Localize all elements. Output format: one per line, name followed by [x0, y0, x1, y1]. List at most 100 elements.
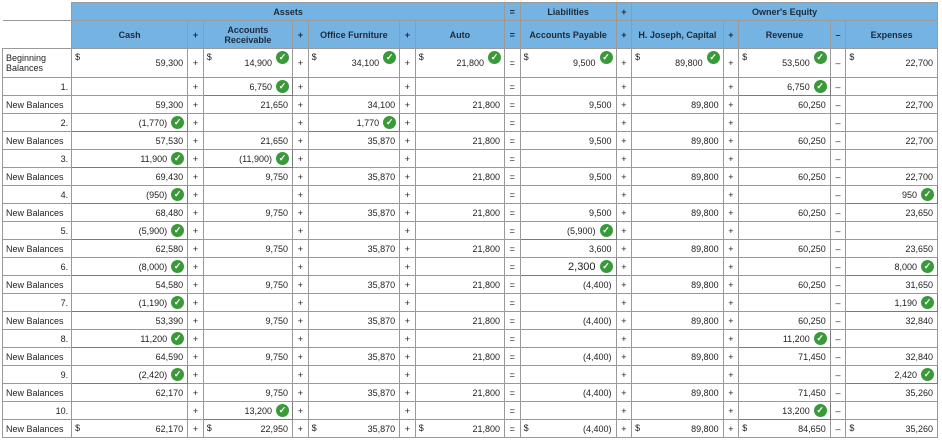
- accounts-payable-cell[interactable]: [519, 365, 617, 384]
- accounts-receivable-cell[interactable]: $14,900 ✓: [202, 48, 294, 78]
- plus-operator: +: [399, 221, 416, 240]
- cash-cell[interactable]: 11,200 ✓: [71, 329, 189, 348]
- office-furniture-cell[interactable]: [307, 257, 401, 276]
- expenses-cell[interactable]: 8,000 ✓: [845, 257, 938, 276]
- capital-cell[interactable]: [631, 365, 724, 384]
- plus-operator: +: [615, 113, 633, 132]
- cash-cell[interactable]: 11,900 ✓: [71, 149, 189, 168]
- plus-operator: +: [399, 311, 416, 330]
- office-furniture-cell[interactable]: [307, 149, 401, 168]
- capital-cell[interactable]: [631, 149, 724, 168]
- cash-cell[interactable]: (1,770) ✓: [71, 113, 189, 132]
- cash-cell[interactable]: (5,900) ✓: [71, 221, 189, 240]
- office-furniture-cell[interactable]: [307, 221, 401, 240]
- office-furniture-cell[interactable]: [307, 401, 401, 420]
- auto-cell[interactable]: [414, 149, 506, 168]
- revenue-cell[interactable]: [738, 113, 831, 132]
- capital-cell[interactable]: [631, 293, 724, 312]
- office-furniture-cell[interactable]: [307, 365, 401, 384]
- office-furniture-cell[interactable]: [307, 329, 401, 348]
- cash-cell[interactable]: (1,190) ✓: [71, 293, 189, 312]
- revenue-cell[interactable]: 13,200 ✓: [738, 401, 831, 420]
- cash-cell[interactable]: (8,000) ✓: [71, 257, 189, 276]
- capital-cell[interactable]: [631, 257, 724, 276]
- accounts-receivable-cell[interactable]: 13,200 ✓: [202, 401, 294, 420]
- office-furniture-cell[interactable]: $34,100 ✓: [307, 48, 401, 78]
- accounts-receivable-cell[interactable]: [202, 257, 294, 276]
- cash-cell[interactable]: [71, 77, 189, 96]
- accounts-receivable-cell[interactable]: [202, 221, 294, 240]
- accounts-receivable-cell[interactable]: [202, 113, 294, 132]
- expenses-cell[interactable]: [845, 329, 938, 348]
- accounts-payable-cell[interactable]: [519, 113, 617, 132]
- row-label: 2.: [1, 113, 73, 132]
- accounts-receivable-cell[interactable]: [202, 365, 294, 384]
- auto-cell[interactable]: [414, 113, 506, 132]
- accounts-payable-cell[interactable]: (5,900) ✓: [519, 221, 617, 240]
- capital-cell[interactable]: [631, 185, 724, 204]
- capital-cell[interactable]: $89,800 ✓: [631, 48, 724, 78]
- cash-value: (5,900): [138, 225, 168, 236]
- auto-cell[interactable]: [414, 293, 506, 312]
- accounts-payable-cell[interactable]: [519, 401, 617, 420]
- capital-cell[interactable]: [631, 329, 724, 348]
- capital-cell[interactable]: [631, 401, 724, 420]
- cash-cell[interactable]: $59,300: [71, 48, 189, 78]
- revenue-cell[interactable]: [738, 185, 831, 204]
- office-furniture-cell[interactable]: 1,770 ✓: [307, 113, 401, 132]
- plus-operator: +: [722, 221, 740, 240]
- capital-cell[interactable]: [631, 221, 724, 240]
- accounts-payable-cell[interactable]: $9,500 ✓: [519, 48, 617, 78]
- office-furniture-cell[interactable]: [307, 77, 401, 96]
- accounts-receivable-cell[interactable]: [202, 293, 294, 312]
- office-furniture-value: 35,870: [367, 279, 396, 290]
- expenses-cell[interactable]: 950 ✓: [845, 185, 938, 204]
- expenses-cell[interactable]: 1,190 ✓: [845, 293, 938, 312]
- revenue-cell[interactable]: [738, 257, 831, 276]
- revenue-cell[interactable]: [738, 365, 831, 384]
- accounts-receivable-cell[interactable]: 6,750 ✓: [202, 77, 294, 96]
- expenses-cell[interactable]: [845, 221, 938, 240]
- accounts-payable-cell[interactable]: 2,300 ✓: [519, 257, 617, 276]
- accounts-payable-cell[interactable]: [519, 185, 617, 204]
- accounts-receivable-cell[interactable]: [202, 185, 294, 204]
- expenses-cell[interactable]: [845, 401, 938, 420]
- auto-cell[interactable]: [414, 77, 506, 96]
- revenue-cell[interactable]: [738, 149, 831, 168]
- cash-cell[interactable]: (950) ✓: [71, 185, 189, 204]
- capital-cell[interactable]: [631, 113, 724, 132]
- revenue-cell[interactable]: [738, 293, 831, 312]
- expenses-cell[interactable]: $22,700: [845, 48, 938, 78]
- accounts-payable-cell[interactable]: [519, 149, 617, 168]
- auto-cell[interactable]: [414, 257, 506, 276]
- accounts-payable-cell[interactable]: [519, 293, 617, 312]
- revenue-cell[interactable]: 6,750 ✓: [738, 77, 831, 96]
- revenue-cell[interactable]: [738, 221, 831, 240]
- expenses-cell[interactable]: [845, 113, 938, 132]
- accounts-receivable-cell[interactable]: (11,900) ✓: [202, 149, 294, 168]
- accounts-payable-cell[interactable]: [519, 77, 617, 96]
- revenue-cell[interactable]: 11,200 ✓: [738, 329, 831, 348]
- accounts-payable-cell[interactable]: [519, 329, 617, 348]
- auto-cell[interactable]: $21,800 ✓: [414, 48, 506, 78]
- cash-cell[interactable]: [71, 401, 189, 420]
- auto-cell[interactable]: [414, 401, 506, 420]
- expenses-cell[interactable]: [845, 77, 938, 96]
- cash-value: 69,430: [155, 171, 184, 182]
- auto-cell[interactable]: [414, 365, 506, 384]
- accounts-receivable-cell[interactable]: [202, 329, 294, 348]
- revenue-cell[interactable]: $53,500 ✓: [738, 48, 831, 78]
- capital-cell[interactable]: [631, 77, 724, 96]
- office-furniture-cell[interactable]: [307, 293, 401, 312]
- auto-cell[interactable]: [414, 221, 506, 240]
- office-furniture-cell[interactable]: [307, 185, 401, 204]
- cash-cell[interactable]: (2,420) ✓: [71, 365, 189, 384]
- capital-value: 89,800: [691, 387, 719, 398]
- auto-cell[interactable]: [414, 185, 506, 204]
- accounts-payable-value: (4,400): [583, 387, 612, 398]
- accounts-payable-value: 9,500: [589, 171, 612, 182]
- auto-cell: 21,800: [414, 347, 506, 366]
- expenses-cell[interactable]: [845, 149, 938, 168]
- expenses-cell[interactable]: 2,420 ✓: [845, 365, 938, 384]
- auto-cell[interactable]: [414, 329, 506, 348]
